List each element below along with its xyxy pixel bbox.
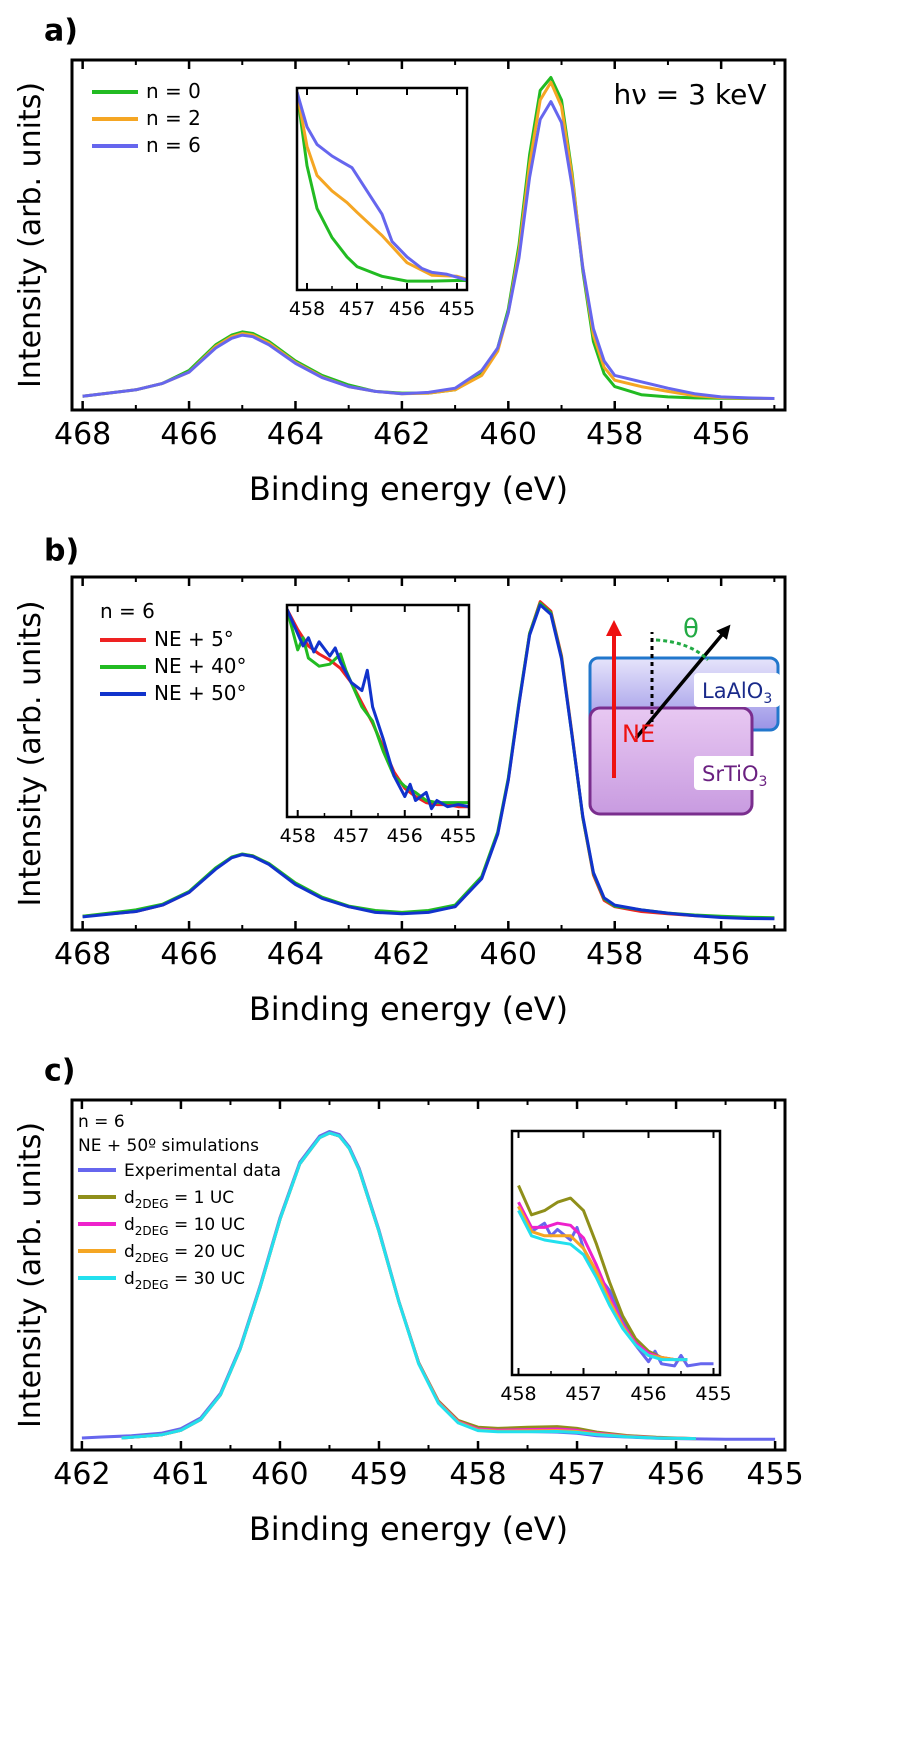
inset: 458 457 456 455	[280, 603, 476, 847]
x-tick-label: 462	[373, 937, 430, 972]
tilted-emission-arrow	[634, 624, 731, 740]
legend-entry-n-2: n = 2	[146, 106, 201, 130]
series-group	[82, 600, 775, 921]
legend: n = 6 NE + 5° NE + 40° NE + 50°	[100, 599, 247, 705]
inset-background	[512, 1131, 720, 1375]
legend-title: n = 6	[100, 599, 155, 623]
x-tick-label: 456	[693, 417, 750, 452]
x-tick-label: 456	[693, 937, 750, 972]
x-tick-label: 455	[746, 1457, 803, 1492]
legend-entry-d2deg-30-uc: d2DEG = 30 UC	[124, 1269, 245, 1292]
inset-background	[297, 88, 467, 290]
series-group	[82, 76, 775, 400]
legend-entry-ne-5: NE + 5°	[154, 627, 234, 651]
x-tick-label: 460	[480, 417, 537, 452]
inset-tick-label: 457	[339, 298, 375, 320]
x-tick-label: 464	[267, 937, 324, 972]
series-line-d2deg-30-uc	[121, 1131, 696, 1441]
inset-tick-label: 456	[387, 825, 423, 847]
x-tick-label: 466	[160, 937, 217, 972]
x-tick-label: 457	[548, 1457, 605, 1492]
inset-series-line-n-6	[297, 91, 467, 282]
x-tick-label: 462	[373, 417, 430, 452]
x-tick-label: 468	[54, 417, 111, 452]
theta-label: θ	[683, 614, 699, 644]
laalo3-label-bg	[694, 673, 780, 707]
geometry-diagram: LaAlO3 SrTiO3 θ NE	[588, 614, 780, 816]
x-tick-label: 458	[586, 937, 643, 972]
inset-background	[287, 605, 469, 817]
ne-label: NE	[622, 720, 655, 748]
x-tick-label: 458	[586, 417, 643, 452]
inset-tick-label: 458	[289, 298, 325, 320]
inset-series-line-n-2	[297, 91, 467, 281]
legend-entry-n-6: n = 6	[146, 133, 201, 157]
x-tick-label: 461	[152, 1457, 209, 1492]
series-line-ne-50	[82, 603, 775, 921]
inset-series-group	[297, 91, 467, 283]
legend: n = 6 NE + 50º simulations Experimental da…	[78, 1112, 281, 1292]
inset-tick-label: 458	[280, 825, 316, 847]
panel-label: c)	[44, 1054, 76, 1089]
series-line-n-6	[82, 100, 775, 400]
inset-tick-label: 455	[439, 298, 475, 320]
legend-entry-ne-40: NE + 40°	[154, 654, 247, 678]
legend-entry-ne-50: NE + 50°	[154, 681, 247, 705]
legend-header-line: n = 6	[78, 1112, 125, 1132]
legend-entry-experimental-data: Experimental data	[124, 1161, 281, 1181]
legend-entry-n-0: n = 0	[146, 79, 201, 103]
inset-tick-label: 457	[333, 825, 369, 847]
x-tick-label: 459	[350, 1457, 407, 1492]
inset-series-line-d2deg-30-uc	[517, 1209, 688, 1362]
inset-series-line-n-0	[297, 91, 467, 283]
panel-label: a)	[44, 14, 78, 49]
inset-series-line-d2deg-20-uc	[517, 1205, 688, 1362]
panel-1: a) 468 466 464 462 460 458 456 Binding energy (e…	[13, 14, 787, 508]
x-tick-label: 458	[449, 1457, 506, 1492]
legend-entry-d2deg-20-uc: d2DEG = 20 UC	[124, 1242, 245, 1265]
inset-series-line-ne-50	[287, 608, 469, 811]
inset-tick-label: 456	[630, 1383, 666, 1405]
y-axis-label: Intensity (arb. units)	[13, 82, 48, 388]
x-tick-label: 456	[647, 1457, 704, 1492]
x-axis-label: Binding energy (eV)	[249, 1510, 568, 1548]
srtio3-label: SrTiO3	[702, 762, 767, 790]
inset-series-group	[287, 608, 469, 811]
legend-entry-d2deg-10-uc: d2DEG = 10 UC	[124, 1215, 245, 1238]
series-line-n-2	[82, 80, 775, 400]
y-axis-label: Intensity (arb. units)	[13, 600, 48, 906]
inset-tick-label: 456	[389, 298, 425, 320]
x-tick-label: 468	[54, 937, 111, 972]
panel-label: b)	[44, 534, 79, 569]
x-tick-label: 460	[480, 937, 537, 972]
panel-3: c) 462 461 460 459 458 457 456 455 Binding energy…	[13, 1054, 804, 1549]
plot-frame	[70, 575, 787, 932]
legend-entry-d2deg-1-uc: d2DEG = 1 UC	[124, 1188, 234, 1211]
laalo3-label: LaAlO3	[702, 679, 772, 707]
inset: 458 457 456 455	[289, 86, 475, 320]
y-axis-label: Intensity (arb. units)	[13, 1122, 48, 1428]
srtio3-label-bg	[694, 756, 780, 790]
x-tick-label: 460	[251, 1457, 308, 1492]
x-axis-label: Binding energy (eV)	[249, 990, 568, 1028]
inset-tick-label: 458	[500, 1383, 536, 1405]
inset-tick-label: 455	[695, 1383, 731, 1405]
x-tick-label: 462	[53, 1457, 110, 1492]
inset-tick-label: 455	[440, 825, 476, 847]
legend-header-line: NE + 50º simulations	[78, 1136, 259, 1156]
plot-frame	[70, 58, 787, 412]
x-axis-label: Binding energy (eV)	[249, 470, 568, 508]
panel-2: b) 468 466 464 462 460 458 456 Binding energy (e…	[13, 534, 787, 1028]
energy-annotation: hν = 3 keV	[614, 78, 767, 111]
inset-tick-label: 457	[565, 1383, 601, 1405]
legend: n = 0 n = 2 n = 6	[92, 79, 201, 157]
series-group	[81, 1130, 776, 1441]
inset: 458 457 456 455	[500, 1129, 732, 1405]
x-tick-label: 466	[160, 417, 217, 452]
angle-arc	[655, 638, 710, 662]
x-tick-label: 464	[267, 417, 324, 452]
inset-series-group	[517, 1184, 714, 1368]
